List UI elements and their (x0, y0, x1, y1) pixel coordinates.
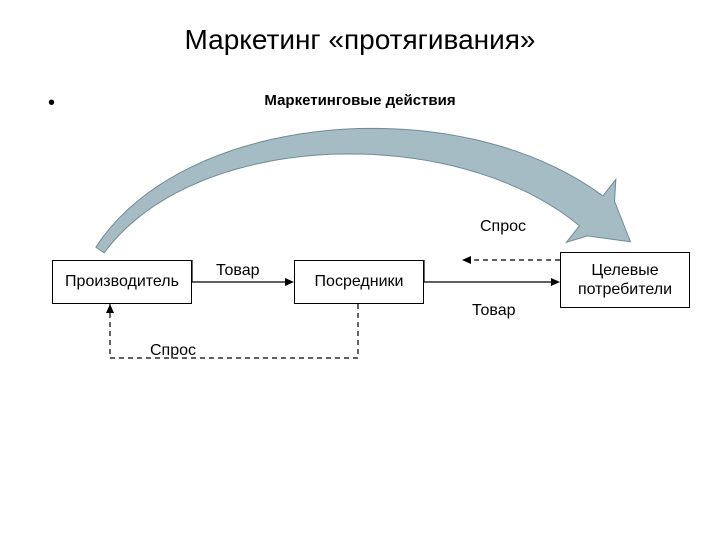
subheading: Маркетинговые действия (0, 92, 720, 109)
label-spros-bottom: Спрос (150, 342, 196, 360)
slide-title: Маркетинг «протягивания» (0, 24, 720, 56)
box-producer: Производитель (52, 260, 192, 304)
label-spros-top: Спрос (480, 218, 526, 236)
box-consumers: Целевые потребители (560, 252, 690, 308)
label-tovar-1: Товар (216, 262, 260, 280)
label-tovar-2: Товар (472, 302, 516, 320)
box-intermediaries: Посредники (294, 260, 424, 304)
